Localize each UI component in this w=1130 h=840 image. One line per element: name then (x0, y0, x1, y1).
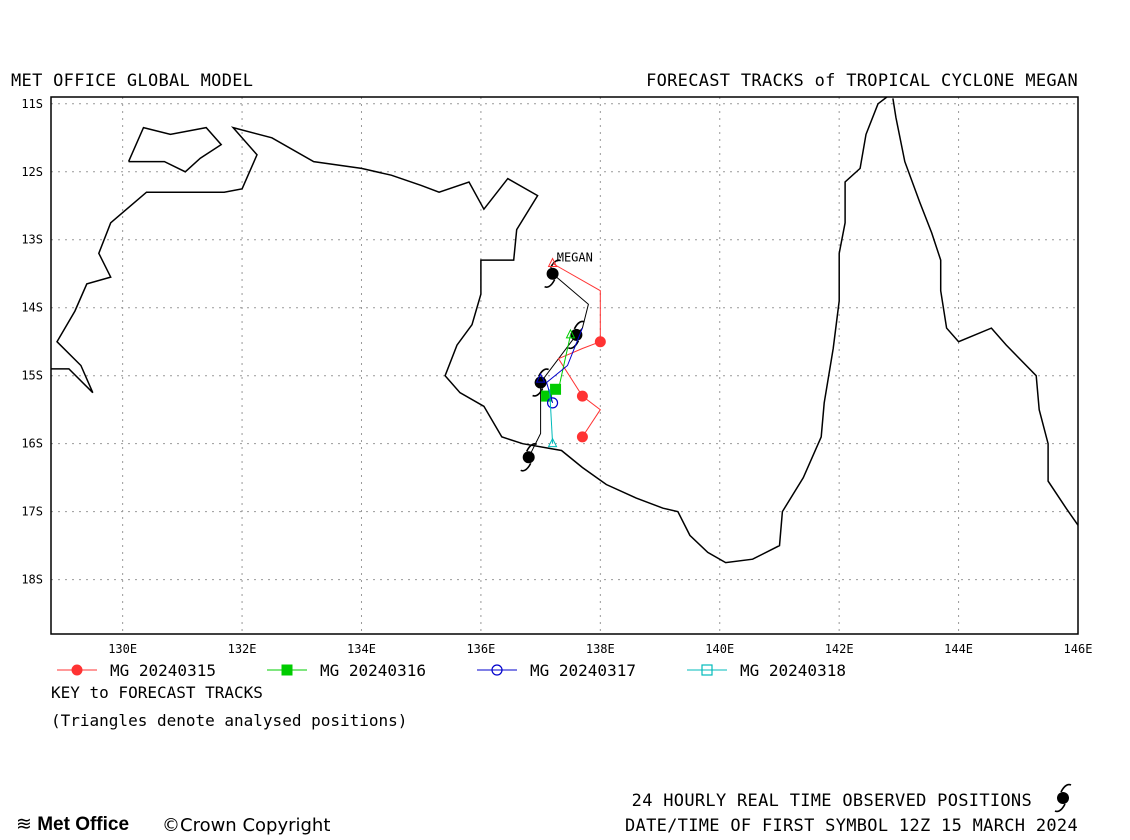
wave-logo-icon: ≋ (16, 814, 32, 835)
lon-tick-label: 146E (1064, 642, 1093, 656)
analysed-triangle (547, 257, 558, 268)
observed-track-line (528, 273, 589, 458)
legend-label: MG 20240317 (530, 661, 636, 680)
lat-tick-label: 15S (21, 369, 43, 383)
logo-text: Met Office (37, 814, 130, 835)
forecast-point (541, 390, 553, 402)
copyright-icon: © (162, 815, 180, 836)
copyright-notice: ©Crown Copyright (162, 815, 330, 836)
cyclone-arm (549, 259, 561, 269)
first-symbol-date: DATE/TIME OF FIRST SYMBOL 12Z 15 MARCH 2… (625, 816, 1078, 836)
axis-ticks: 11S 12S 13S 14S 15S 16S 17S 18S 130E 132E 134E 136E… (21, 97, 1092, 656)
analysed-triangle (547, 437, 558, 448)
storm-label: MEGAN (557, 250, 593, 264)
map-frame (50, 96, 1079, 635)
cyclone-symbol-icon (544, 259, 561, 288)
lon-tick-label: 130E (108, 642, 137, 656)
forecast-point (546, 397, 559, 409)
lat-tick-label: 14S (21, 301, 43, 315)
lat-tick-label: 17S (21, 505, 43, 519)
lat-tick-label: 18S (21, 573, 43, 587)
legend-marker (71, 664, 83, 676)
coastline (51, 96, 1079, 564)
lon-tick-label: 138E (586, 642, 615, 656)
cyclone-core (546, 267, 559, 280)
cyclone-arm (537, 368, 549, 377)
lon-tick-label: 142E (825, 642, 854, 656)
lat-tick-label: 11S (21, 97, 43, 111)
model-title: MET OFFICE GLOBAL MODEL (11, 71, 254, 91)
observed-positions-label: 24 HOURLY REAL TIME OBSERVED POSITIONS (631, 791, 1032, 811)
coastline-segment (127, 126, 223, 173)
analysed-triangle (535, 372, 546, 383)
coastline-segment (892, 98, 1079, 526)
legend-marker (491, 664, 503, 676)
observed-symbol-icon (1054, 783, 1072, 813)
forecast-point (576, 431, 588, 443)
lon-tick-label: 144E (944, 642, 973, 656)
chart-title: FORECAST TRACKS of TROPICAL CYCLONE MEGA… (646, 71, 1078, 91)
lon-tick-label: 132E (228, 642, 257, 656)
cyclone-arm (532, 388, 544, 397)
legend-label: MG 20240316 (320, 661, 426, 680)
met-office-logo: ≋ Met Office (16, 813, 129, 836)
lat-tick-label: 12S (21, 165, 43, 179)
coastline-segment (51, 96, 888, 564)
legend-label: MG 20240315 (110, 661, 216, 680)
map-grid (51, 97, 1079, 634)
legend-label: MG 20240318 (740, 661, 846, 680)
lon-tick-label: 136E (466, 642, 495, 656)
forecast-point (576, 390, 588, 402)
legend-marker (281, 664, 293, 676)
forecast-track-line (552, 263, 601, 438)
cyclone-arm (573, 320, 585, 330)
cyclone-arm (544, 279, 556, 288)
copyright-text: Crown Copyright (180, 815, 331, 836)
legend-marker (701, 664, 713, 676)
cyclone-arm (525, 443, 538, 452)
cyclone-core (570, 328, 583, 341)
lon-tick-label: 140E (705, 642, 734, 656)
legend-key-note: (Triangles denote analysed positions) (51, 711, 408, 730)
cyclone-symbol-icon (520, 443, 538, 472)
forecast-point (594, 336, 606, 348)
lat-tick-label: 16S (21, 437, 43, 451)
legend: MG 20240315 MG 20240316 MG 20240317 MG 2024… (57, 661, 846, 680)
lon-tick-label: 134E (347, 642, 376, 656)
analysed-triangle (565, 328, 576, 339)
lat-tick-label: 13S (21, 233, 43, 247)
forecast-point (550, 383, 562, 395)
cyclone-core (522, 451, 535, 464)
cyclone-arm (520, 462, 532, 472)
forecast-tracks (535, 257, 606, 448)
forecast-track-line (549, 389, 554, 444)
legend-key-title: KEY to FORECAST TRACKS (51, 683, 263, 702)
cyclone-arm (568, 340, 580, 350)
